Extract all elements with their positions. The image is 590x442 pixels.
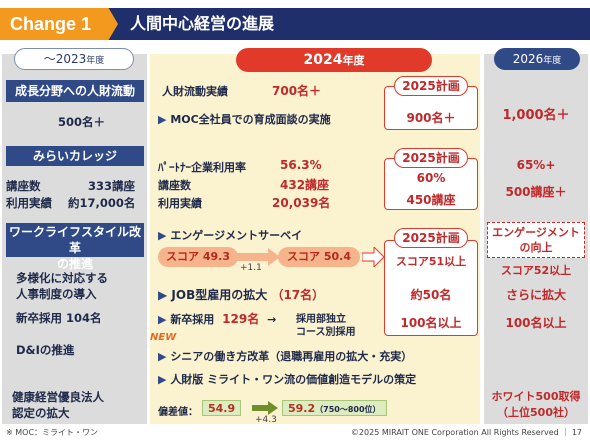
plan-head-college: 2025計画 — [394, 148, 468, 168]
newgrad-2023: 新卒採用 104名 — [16, 311, 102, 325]
plan-newgrad: 100名以上 — [400, 316, 462, 330]
engagement-label: エンゲージメントサーベイ — [170, 229, 303, 242]
target-talent-value: 1,000名＋ — [502, 108, 570, 123]
section-college-title: みらいカレッジ — [6, 146, 144, 166]
plan-value-college-2: 450講座 — [406, 193, 456, 207]
deviation-delta: +4.3 — [255, 415, 277, 425]
talent-model-row: ▶ 人財版 ミライト・ワン流の価値創造モデルの策定 — [158, 371, 416, 387]
target-white500-line1: ホワイト500取得 — [491, 390, 581, 403]
mentoring-row: ▶ MOC全社員での育成面談の実施 — [158, 111, 331, 127]
newgrad-label: 新卒採用 — [170, 313, 215, 326]
health-line2: 認定の拡大 — [12, 406, 70, 420]
newgrad-value: 129名 — [222, 312, 260, 326]
target-newgrad: 100名以上 — [505, 316, 567, 330]
to-plan-arrow-icon — [362, 247, 384, 267]
di-label: D&Iの推進 — [16, 343, 75, 357]
triangle-right-icon: ▶ — [158, 288, 168, 302]
plan-head-worklife: 2025計画 — [394, 228, 468, 248]
right-column-header: 2026年度 — [494, 48, 580, 70]
senior-row: ▶ シニアの働き方改革（退職再雇用の拡大・充実） — [158, 348, 412, 364]
courses-2024-value: 432講座 — [280, 178, 330, 192]
senior-label: シニアの働き方改革（退職再雇用の拡大・充実） — [170, 350, 413, 363]
talent-flow-2024-value: 700名＋ — [272, 84, 322, 98]
target-white500-line2: （上位500社） — [497, 406, 575, 419]
deviation-arrow-icon — [252, 401, 278, 415]
diverse-line2: 人事制度の導入 — [16, 287, 97, 301]
section-talent-flow-title: 成長分野への人財流動 — [6, 80, 144, 102]
change-tag: Change 1 — [0, 8, 118, 40]
talent-flow-label: 人財流動実績 — [162, 85, 228, 98]
newgrad-row: ▶ 新卒採用 129名 → — [158, 310, 276, 327]
score-start: スコア 49.3 — [158, 247, 238, 267]
target-college-2: 500講座＋ — [505, 185, 567, 199]
score-arrow-icon — [236, 248, 280, 266]
usage-2024-label: 利用実績 — [158, 197, 202, 210]
triangle-right-icon: ▶ — [158, 113, 167, 126]
usage-2024-value: 20,039名 — [272, 196, 331, 210]
newgrad-note1: 採用部独立 — [296, 314, 346, 325]
deviation-start: 54.9 — [202, 400, 242, 416]
newgrad-arrow: → — [267, 313, 277, 326]
job-row: ▶ JOB型雇用の拡大 （17名） — [158, 286, 324, 303]
college-usage-2023: 約17,000名 — [68, 196, 136, 210]
new-badge: NEW — [150, 332, 177, 343]
triangle-right-icon: ▶ — [158, 313, 167, 326]
partner-usage-label: ﾊﾟｰﾄﾅｰ企業利用率 — [158, 161, 246, 174]
health-line1: 健康経営優良法人 — [12, 390, 104, 404]
engagement-target-line1: エンゲージメント — [492, 226, 580, 239]
mentoring-label: MOC全社員での育成面談の実施 — [170, 113, 331, 126]
job-value: （17名） — [271, 288, 325, 302]
college-usage-label: 利用実績 — [6, 196, 52, 210]
triangle-right-icon: ▶ — [158, 229, 167, 242]
target-job: さらに拡大 — [505, 288, 566, 302]
copyright: ©2025 MIRAIT ONE Corporation All Rights … — [350, 428, 582, 437]
section-worklife-title: ワークライフスタイル改革 の推進 — [6, 223, 144, 271]
talent-flow-2023-value: 500名＋ — [58, 115, 106, 129]
page-title: 人間中心経営の進展 — [130, 14, 275, 33]
newgrad-note2: コース別採用 — [296, 327, 356, 338]
deviation-end-note: （750～800位） — [315, 405, 381, 414]
plan-head-talent: 2025計画 — [394, 76, 468, 96]
job-label: JOB型雇用の拡大 — [171, 288, 268, 302]
engagement-row: ▶ エンゲージメントサーベイ — [158, 227, 302, 243]
courses-2024-label: 講座数 — [158, 179, 191, 192]
deviation-end-box: 59.2（750～800位） — [282, 400, 387, 416]
worklife-title-line1: ワークライフスタイル改革 — [8, 225, 141, 255]
target-college-1: 65%+ — [516, 158, 556, 172]
left-column-header: ～2023年度 — [14, 48, 134, 70]
worklife-title-line2: の推進 — [56, 257, 93, 271]
footnote: ※ MOC：ミライト・ワン — [6, 428, 99, 437]
target-engagement-score: スコア52以上 — [500, 264, 572, 277]
talent-model-label: 人財版 ミライト・ワン流の価値創造モデルの策定 — [170, 373, 417, 386]
plan-job: 約50名 — [410, 288, 452, 302]
deviation-end: 59.2 — [288, 402, 316, 415]
deviation-label: 偏差値： — [158, 407, 198, 418]
triangle-right-icon: ▶ — [158, 373, 167, 386]
partner-usage-value: 56.3% — [280, 158, 322, 172]
plan-engagement-score: スコア51以上 — [395, 255, 467, 268]
diverse-line1: 多様化に対応する — [16, 271, 108, 285]
engagement-target-box: エンゲージメント の向上 — [487, 222, 585, 258]
mid-column-header: 2024年度 — [236, 48, 432, 72]
college-courses-label: 講座数 — [6, 179, 41, 193]
triangle-right-icon: ▶ — [158, 350, 167, 363]
plan-box-worklife — [384, 240, 478, 336]
engagement-target-line2: の向上 — [519, 241, 553, 254]
plan-value-college-1: 60% — [416, 171, 446, 185]
plan-value-talent: 900名＋ — [406, 111, 456, 125]
score-end: スコア 50.4 — [278, 247, 360, 267]
score-delta: +1.1 — [240, 263, 262, 273]
college-courses-2023: 333講座 — [88, 179, 136, 193]
